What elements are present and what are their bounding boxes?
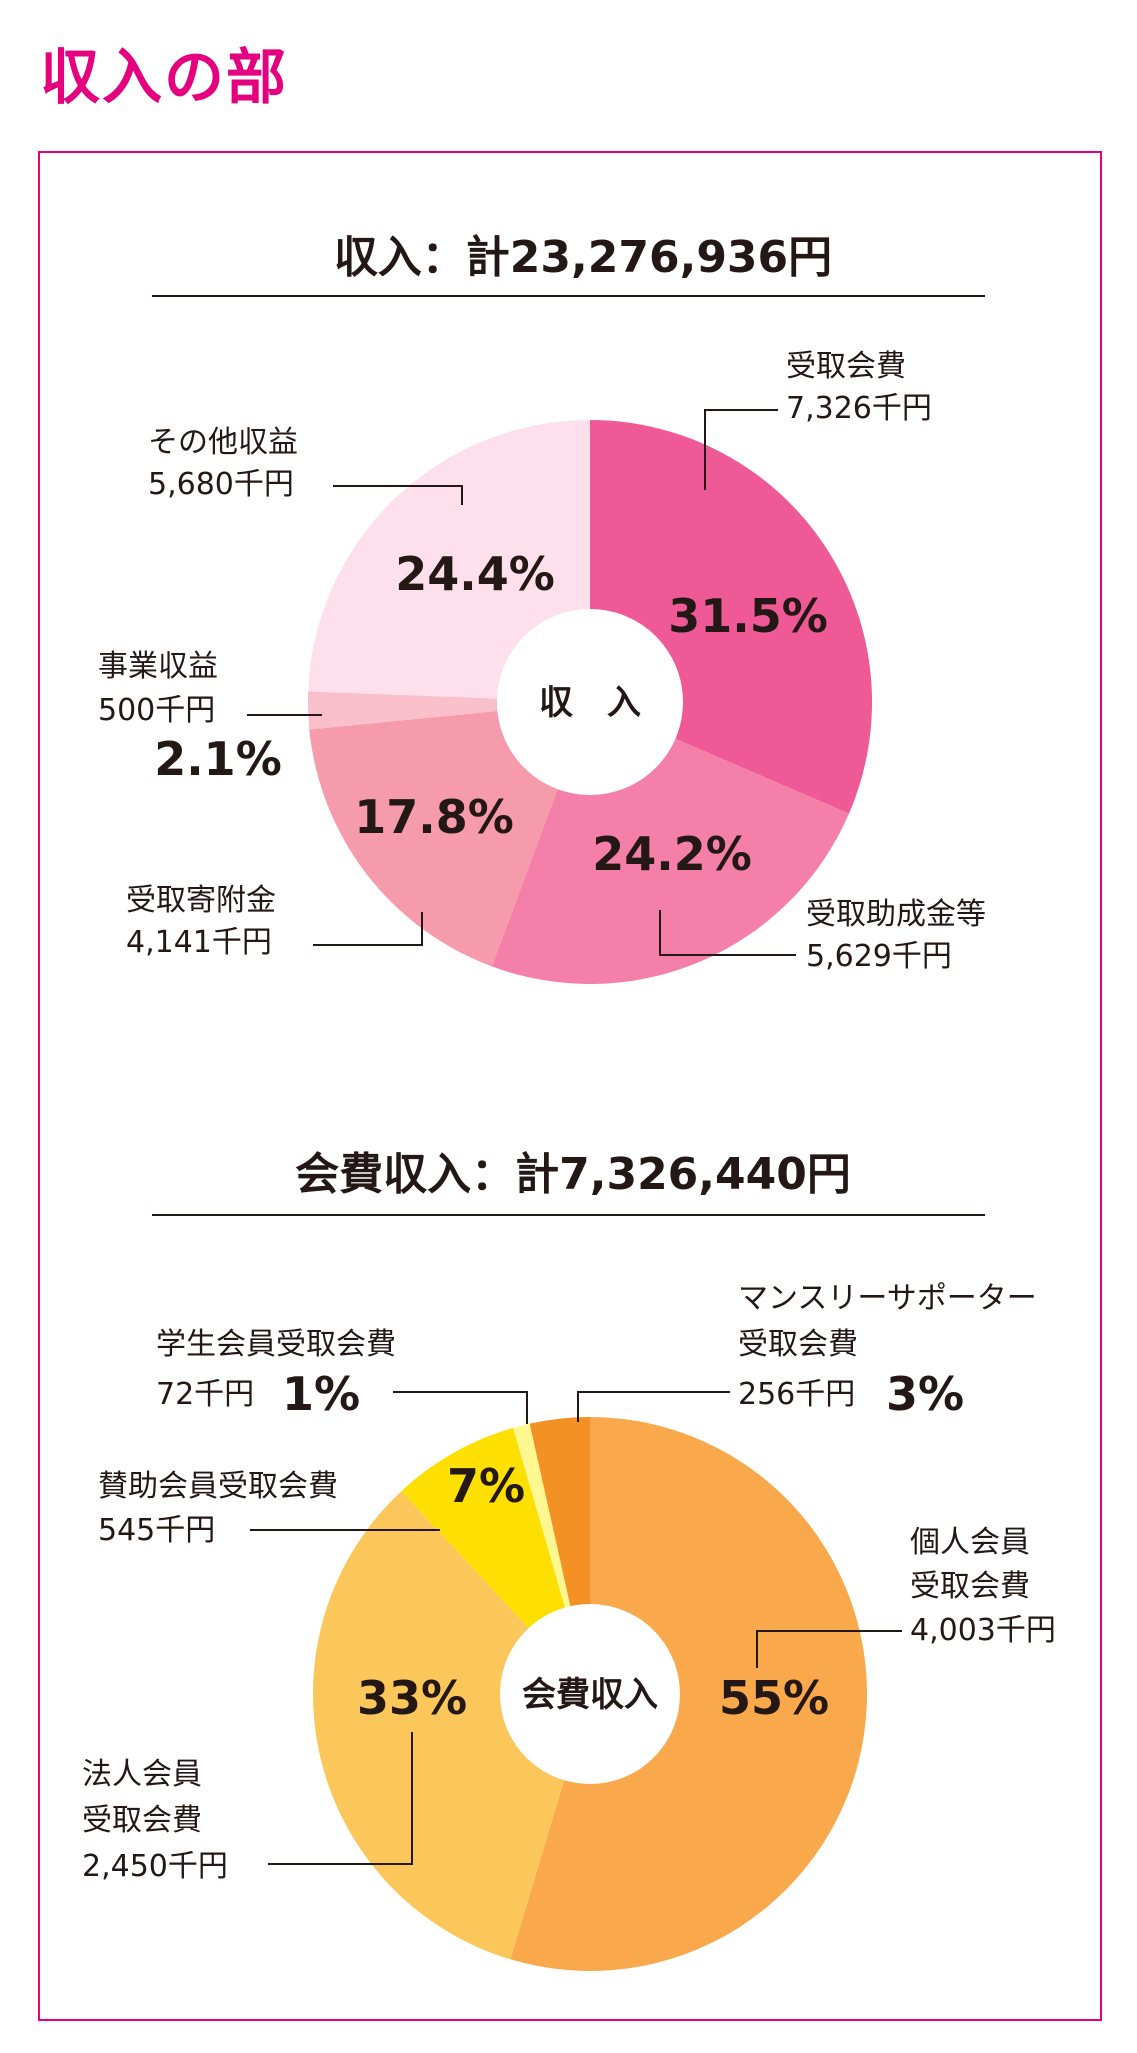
label-法人会員-line1: 法人会員 [82, 1757, 202, 1792]
label-個人会員-line1: 個人会員 [910, 1525, 1030, 1560]
pct-label-受取助成金等: 24.2% [592, 827, 752, 881]
value-受取寄附金: 4,141千円 [126, 925, 272, 960]
pct-label-マンスリーサポーター受取会費: 3% [886, 1367, 964, 1421]
label-受取助成金等: 受取助成金等 [806, 897, 986, 932]
label-マンスリーサポーター-line1: マンスリーサポーター [738, 1281, 1037, 1316]
value-受取会費: 7,326千円 [786, 391, 932, 426]
pct-label-その他収益: 24.4% [395, 547, 555, 601]
membership-chart: 会費収入：計7,326,440円 会費収入 55% 33% 7% 1% 3% マ… [82, 1149, 1056, 1971]
pct-label-法人会員受取会費: 33% [357, 1671, 467, 1725]
label-マンスリーサポーター-line2: 受取会費 [738, 1327, 858, 1362]
pct-label-個人会員受取会費: 55% [719, 1671, 829, 1725]
pie-slice-受取寄附金 [309, 702, 590, 967]
leader-受取助成金等 [659, 910, 796, 956]
leader-受取寄附金 [313, 912, 423, 946]
value-法人会員: 2,450千円 [82, 1849, 228, 1884]
pct-label-事業収益: 2.1% [154, 732, 282, 786]
label-受取会費: 受取会費 [786, 349, 906, 384]
value-賛助会員受取会費: 545千円 [98, 1513, 215, 1548]
content-frame [38, 151, 1102, 2021]
leader-その他収益 [333, 485, 463, 505]
pie-slice-個人会員受取会費 [510, 1417, 867, 1971]
label-その他収益: その他収益 [148, 425, 298, 460]
pct-label-受取会費: 31.5% [668, 589, 828, 643]
income-chart-title: 収入：計23,276,936円 [334, 232, 832, 283]
membership-chart-title: 会費収入：計7,326,440円 [295, 1149, 851, 1200]
membership-pie [312, 1417, 867, 1971]
label-個人会員-line2: 受取会費 [910, 1569, 1030, 1604]
membership-pie-hole [500, 1604, 680, 1784]
label-受取寄附金: 受取寄附金 [126, 883, 276, 918]
value-学生会員受取会費: 72千円 [156, 1377, 254, 1412]
value-マンスリーサポーター: 256千円 [738, 1377, 855, 1412]
pct-label-受取寄附金: 17.8% [354, 790, 514, 844]
pie-slice-その他収益 [308, 420, 590, 702]
page-title: 収入の部 [40, 43, 288, 113]
leader-受取会費 [704, 409, 778, 490]
leader-学生会員 [393, 1391, 528, 1424]
value-その他収益: 5,680千円 [148, 467, 294, 502]
pct-label-学生会員受取会費: 1% [282, 1367, 360, 1421]
label-事業収益: 事業収益 [98, 649, 218, 684]
income-chart: 収入：計23,276,936円 収 入 31.5% 24.2% 17.8% 24… [98, 232, 986, 985]
value-事業収益: 500千円 [98, 693, 215, 728]
income-center-label: 収 入 [539, 683, 641, 723]
value-個人会員: 4,003千円 [910, 1613, 1056, 1648]
leader-法人会員 [268, 1732, 413, 1865]
pie-slice-法人会員受取会費 [312, 1491, 590, 1960]
label-学生会員受取会費: 学生会員受取会費 [156, 1327, 396, 1362]
value-受取助成金等: 5,629千円 [806, 939, 952, 974]
pct-label-賛助会員受取会費: 7% [447, 1459, 525, 1513]
label-法人会員-line2: 受取会費 [82, 1803, 202, 1838]
income-pie-hole [497, 609, 683, 795]
label-賛助会員受取会費: 賛助会員受取会費 [98, 1469, 338, 1504]
membership-center-label: 会費収入 [522, 1675, 658, 1715]
leader-マンスリーサポーター [577, 1391, 730, 1422]
leader-個人会員 [756, 1630, 902, 1668]
